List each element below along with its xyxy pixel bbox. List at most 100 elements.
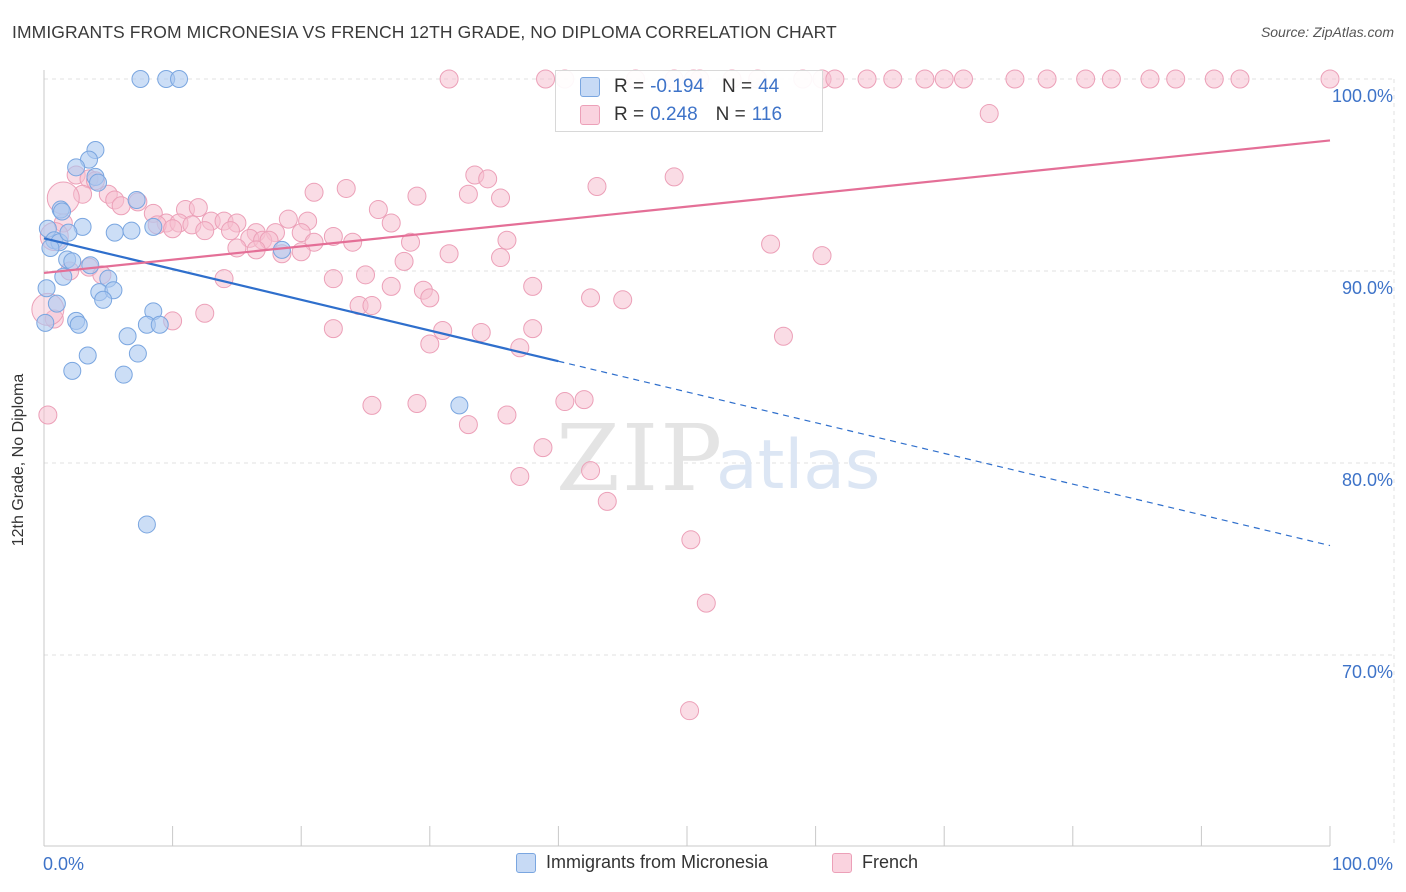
micronesia-point [78, 346, 97, 365]
french-point [420, 288, 440, 308]
micronesia-point [53, 202, 72, 221]
micronesia-point [54, 267, 73, 286]
watermark-atlas: atlas [716, 426, 880, 505]
french-points [31, 69, 1340, 721]
french-point [533, 438, 553, 458]
legend-r-label: R = [614, 104, 645, 125]
french-point [536, 69, 556, 89]
french-point [979, 104, 999, 124]
series-label-french: French [862, 852, 919, 872]
french-point [581, 288, 601, 308]
french-point [439, 69, 459, 89]
y-tick-label: 100.0% [1332, 86, 1393, 106]
micronesia-point [63, 252, 82, 271]
french-point [1076, 69, 1096, 89]
french-point [1204, 69, 1224, 89]
french-point [407, 393, 427, 413]
french-point [214, 269, 234, 289]
micronesia-trend-extension [558, 360, 1331, 547]
french-point [1005, 69, 1025, 89]
french-point [323, 269, 343, 289]
french-point [812, 246, 832, 266]
y-tick-label: 70.0% [1342, 662, 1393, 682]
micronesia-point [69, 315, 88, 334]
french-point [523, 319, 543, 339]
micronesia-point [131, 70, 150, 88]
french-point [857, 69, 877, 89]
micronesia-point [150, 315, 169, 334]
french-point [825, 69, 845, 89]
legend-n-label: N = [715, 104, 746, 125]
micronesia-point [36, 313, 55, 332]
watermark: ZIP atlas [556, 405, 880, 512]
french-point [356, 265, 375, 285]
french-point [581, 461, 601, 481]
french-point [278, 209, 298, 229]
french-point [291, 223, 311, 243]
x-tick-label: 100.0% [1332, 854, 1393, 874]
french-point [1230, 69, 1250, 89]
legend-n-value: 44 [758, 76, 780, 97]
y-tick-label: 80.0% [1342, 470, 1393, 490]
french-point [381, 276, 401, 296]
french-point [433, 321, 453, 341]
french-point [491, 188, 511, 208]
french-point [696, 593, 716, 613]
micronesia-point [67, 158, 86, 177]
micronesia-point [37, 279, 56, 298]
french-point [613, 290, 633, 310]
series-legend: Immigrants from Micronesia French [0, 852, 1406, 878]
micronesia-point [105, 223, 124, 242]
french-point [491, 248, 511, 268]
micronesia-trend-line [43, 237, 559, 363]
french-point [915, 69, 935, 89]
french-point [478, 169, 498, 189]
french-point [1320, 69, 1340, 89]
series-label-micronesia: Immigrants from Micronesia [546, 852, 769, 872]
axes [43, 70, 1331, 847]
micronesia-point [63, 361, 82, 380]
french-point [38, 405, 58, 425]
french-point [458, 184, 478, 204]
tick-labels: 70.0% 80.0% 90.0% 100.0% 0.0% 100.0% [43, 86, 1393, 874]
micronesia-point [89, 173, 108, 192]
y-tick-label: 90.0% [1342, 278, 1393, 298]
french-point [761, 234, 781, 254]
french-point [401, 232, 421, 252]
french-point [195, 303, 215, 323]
legend-r-value: -0.194 [650, 76, 704, 97]
french-point [1101, 69, 1121, 89]
french-point [587, 177, 607, 197]
french-point [439, 244, 459, 264]
french-point [323, 226, 343, 246]
french-point [362, 296, 382, 316]
french-point [220, 221, 240, 241]
french-point [471, 322, 491, 342]
legend-row-micronesia: R = -0.194 N = 44 [580, 74, 779, 100]
french-point [458, 415, 478, 435]
micronesia-point [128, 344, 147, 363]
french-point [195, 221, 215, 241]
legend-n-label: N = [721, 76, 753, 97]
french-point [934, 69, 954, 89]
french-point [681, 530, 701, 550]
micronesia-points [36, 70, 469, 534]
series-swatch-pink [832, 852, 852, 873]
micronesia-point [170, 70, 189, 88]
legend-row-french: R = 0.248 N = 116 [580, 102, 782, 128]
french-point [574, 390, 594, 410]
micronesia-point [122, 221, 141, 240]
french-point [597, 491, 617, 511]
micronesia-point [114, 365, 133, 384]
french-point [497, 405, 517, 425]
micronesia-point [59, 223, 78, 242]
legend-n-value: 116 [751, 104, 783, 125]
french-point [111, 196, 131, 216]
french-point [664, 167, 684, 187]
french-point [1140, 69, 1160, 89]
micronesia-point [450, 396, 469, 415]
series-legend-micronesia: Immigrants from Micronesia [516, 852, 768, 873]
french-point [394, 251, 414, 271]
french-point [1166, 69, 1186, 89]
